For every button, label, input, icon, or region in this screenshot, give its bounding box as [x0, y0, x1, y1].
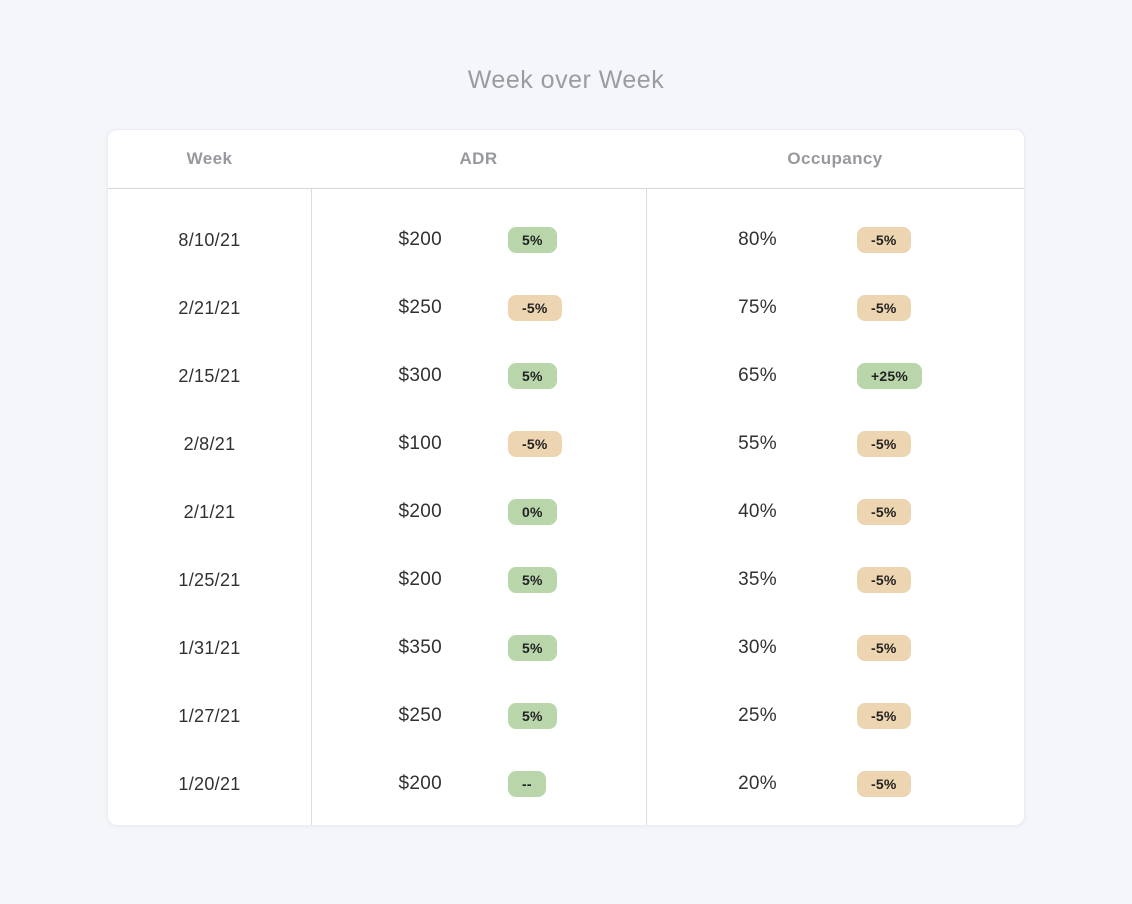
column-header-occupancy: Occupancy	[787, 149, 883, 168]
occupancy-cell: 20% -5%	[647, 750, 1024, 818]
week-cell: 1/25/21	[108, 546, 311, 614]
occupancy-cell: 40% -5%	[647, 478, 1024, 546]
occupancy-cell: 25% -5%	[647, 682, 1024, 750]
occupancy-change-badge: -5%	[857, 295, 911, 321]
week-cell: 2/15/21	[108, 342, 311, 410]
column-header-week: Week	[186, 149, 233, 168]
adr-value: $250	[398, 297, 442, 318]
adr-change-badge: 5%	[508, 567, 557, 593]
adr-value: $200	[398, 501, 442, 522]
adr-cell: $350 5%	[312, 614, 646, 682]
week-date: 1/31/21	[178, 637, 241, 658]
adr-cell: $200 5%	[312, 206, 646, 274]
week-cell: 2/1/21	[108, 478, 311, 546]
occupancy-value: 75%	[738, 297, 777, 318]
week-cell: 2/21/21	[108, 274, 311, 342]
adr-value: $200	[398, 229, 442, 250]
week-cell: 2/8/21	[108, 410, 311, 478]
week-date: 2/1/21	[183, 501, 236, 522]
adr-value: $200	[398, 773, 442, 794]
adr-value: $100	[398, 433, 442, 454]
adr-cell: $300 5%	[312, 342, 646, 410]
adr-change-badge: 0%	[508, 499, 557, 525]
occupancy-change-badge: -5%	[857, 771, 911, 797]
occupancy-change-badge: -5%	[857, 499, 911, 525]
week-date: 1/25/21	[178, 569, 241, 590]
occupancy-value: 80%	[738, 229, 777, 250]
occupancy-change-badge: -5%	[857, 703, 911, 729]
adr-cell: $200 0%	[312, 478, 646, 546]
adr-value: $250	[398, 705, 442, 726]
occupancy-change-badge: -5%	[857, 227, 911, 253]
adr-cell: $200 5%	[312, 546, 646, 614]
adr-cell: $100 -5%	[312, 410, 646, 478]
week-date: 1/20/21	[178, 773, 241, 794]
table-body: 8/10/21 2/21/21 2/15/21 2/8/21 2/1/21 1/25/21…	[108, 189, 1024, 825]
occupancy-cell: 65% +25%	[647, 342, 1024, 410]
adr-change-badge: 5%	[508, 363, 557, 389]
week-cell: 8/10/21	[108, 206, 311, 274]
occupancy-cell: 55% -5%	[647, 410, 1024, 478]
week-column: 8/10/21 2/21/21 2/15/21 2/8/21 2/1/21 1/25/21…	[108, 189, 311, 825]
week-date: 1/27/21	[178, 705, 241, 726]
adr-change-badge: 5%	[508, 703, 557, 729]
week-date: 8/10/21	[178, 229, 241, 250]
occupancy-cell: 30% -5%	[647, 614, 1024, 682]
occupancy-value: 65%	[738, 365, 777, 386]
adr-value: $200	[398, 569, 442, 590]
week-date: 2/8/21	[183, 433, 236, 454]
week-date: 2/21/21	[178, 297, 241, 318]
page-title: Week over Week	[467, 66, 665, 94]
week-date: 2/15/21	[178, 365, 241, 386]
occupancy-value: 35%	[738, 569, 777, 590]
adr-column: $200 5% $250 -5% $300 5% $100 -5% $200 0% $200 5% $3…	[311, 189, 646, 825]
adr-cell: $200 --	[312, 750, 646, 818]
column-header-adr: ADR	[459, 149, 498, 168]
adr-change-badge: 5%	[508, 227, 557, 253]
table-header-row: Week ADR Occupancy	[108, 130, 1024, 189]
week-over-week-table-card: Week ADR Occupancy 8/10/21 2/21/21 2/15/21…	[107, 129, 1025, 826]
week-cell: 1/27/21	[108, 682, 311, 750]
adr-value: $300	[398, 365, 442, 386]
occupancy-change-badge: -5%	[857, 567, 911, 593]
occupancy-cell: 35% -5%	[647, 546, 1024, 614]
occupancy-value: 25%	[738, 705, 777, 726]
week-cell: 1/31/21	[108, 614, 311, 682]
week-cell: 1/20/21	[108, 750, 311, 818]
adr-change-badge: --	[508, 771, 546, 797]
occupancy-value: 40%	[738, 501, 777, 522]
occupancy-change-badge: -5%	[857, 431, 911, 457]
occupancy-change-badge: -5%	[857, 635, 911, 661]
adr-change-badge: 5%	[508, 635, 557, 661]
adr-cell: $250 -5%	[312, 274, 646, 342]
occupancy-value: 20%	[738, 773, 777, 794]
adr-change-badge: -5%	[508, 431, 562, 457]
adr-value: $350	[398, 637, 442, 658]
adr-change-badge: -5%	[508, 295, 562, 321]
occupancy-column: 80% -5% 75% -5% 65% +25% 55% -5% 40% -5% 35% -5% 30%…	[646, 189, 1024, 825]
occupancy-value: 55%	[738, 433, 777, 454]
occupancy-change-badge: +25%	[857, 363, 922, 389]
adr-cell: $250 5%	[312, 682, 646, 750]
occupancy-cell: 75% -5%	[647, 274, 1024, 342]
occupancy-value: 30%	[738, 637, 777, 658]
occupancy-cell: 80% -5%	[647, 206, 1024, 274]
